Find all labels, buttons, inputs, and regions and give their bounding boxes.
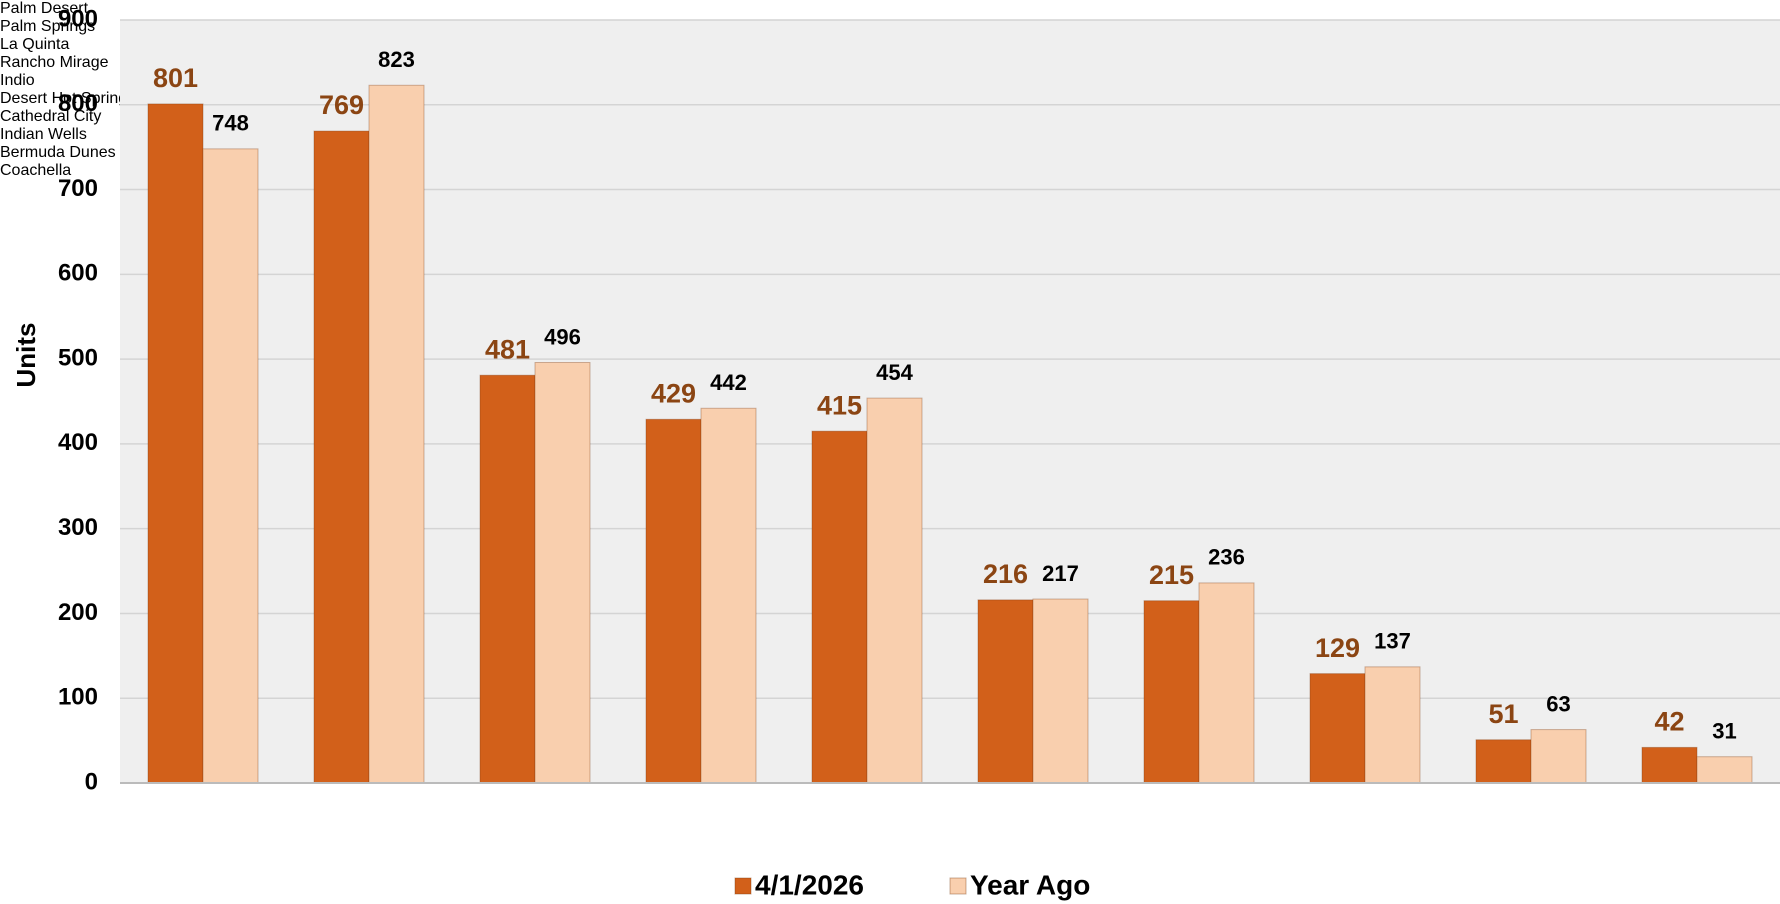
y-tick-label: 200 (58, 599, 98, 626)
value-label: 769 (319, 90, 364, 120)
value-label: 748 (212, 111, 249, 136)
legend-swatch (734, 877, 752, 895)
y-tick-label: 100 (58, 684, 98, 711)
value-label: 215 (1149, 560, 1194, 590)
bar (534, 362, 591, 784)
value-label: 51 (1488, 699, 1518, 729)
value-label: 823 (378, 47, 415, 72)
bar (202, 148, 259, 784)
bar (1641, 746, 1698, 784)
x-tick-label: Coachella (0, 162, 72, 179)
legend-label: Year Ago (970, 869, 1090, 900)
y-tick-label: 500 (58, 344, 98, 371)
bar (1309, 673, 1366, 784)
x-tick-label: Rancho Mirage (0, 54, 109, 71)
bar (1530, 729, 1587, 784)
y-tick-label: 400 (58, 429, 98, 456)
value-label: 63 (1546, 691, 1570, 716)
legend-swatch (949, 877, 967, 895)
y-axis-label: Units (11, 323, 41, 388)
x-tick-label: Palm Springs (0, 18, 96, 35)
x-tick-label: Palm Desert (0, 0, 89, 17)
value-label: 137 (1374, 629, 1411, 654)
bar (977, 599, 1034, 784)
value-label: 442 (710, 370, 747, 395)
x-tick-label: Indio (0, 72, 35, 89)
value-label: 236 (1208, 545, 1245, 570)
y-tick-label: 600 (58, 260, 98, 287)
bar (645, 418, 702, 784)
bar (1364, 666, 1421, 784)
value-label: 42 (1654, 707, 1684, 737)
y-tick-label: 700 (58, 175, 98, 202)
x-tick-label: Desert Hot Springs (0, 90, 136, 107)
bar (147, 103, 204, 784)
bar (1696, 756, 1753, 784)
y-tick-label: 900 (58, 5, 98, 32)
x-tick-label: Bermuda Dunes (0, 144, 116, 161)
value-label: 415 (817, 390, 862, 420)
bar (1475, 739, 1532, 784)
value-label: 454 (876, 360, 913, 385)
x-tick-label: Indian Wells (0, 126, 87, 143)
value-label: 429 (651, 378, 696, 408)
value-label: 801 (153, 63, 198, 93)
value-label: 216 (983, 559, 1028, 589)
bar (368, 84, 425, 784)
value-label: 31 (1712, 719, 1736, 744)
y-tick-label: 0 (85, 768, 98, 795)
legend-label: 4/1/2026 (755, 869, 864, 900)
bar (1032, 598, 1089, 784)
x-tick-label: La Quinta (0, 36, 70, 53)
bar (811, 430, 868, 784)
value-label: 129 (1315, 633, 1360, 663)
value-label: 217 (1042, 561, 1079, 586)
bar (313, 130, 370, 784)
x-tick-label: Cathedral City (0, 108, 102, 125)
y-tick-label: 800 (58, 90, 98, 117)
bar (479, 374, 536, 784)
value-label: 496 (544, 324, 581, 349)
bar (866, 397, 923, 784)
value-label: 481 (485, 334, 530, 364)
bar (1198, 582, 1255, 784)
bar (1143, 600, 1200, 784)
y-tick-label: 300 (58, 514, 98, 541)
bar (700, 407, 757, 784)
